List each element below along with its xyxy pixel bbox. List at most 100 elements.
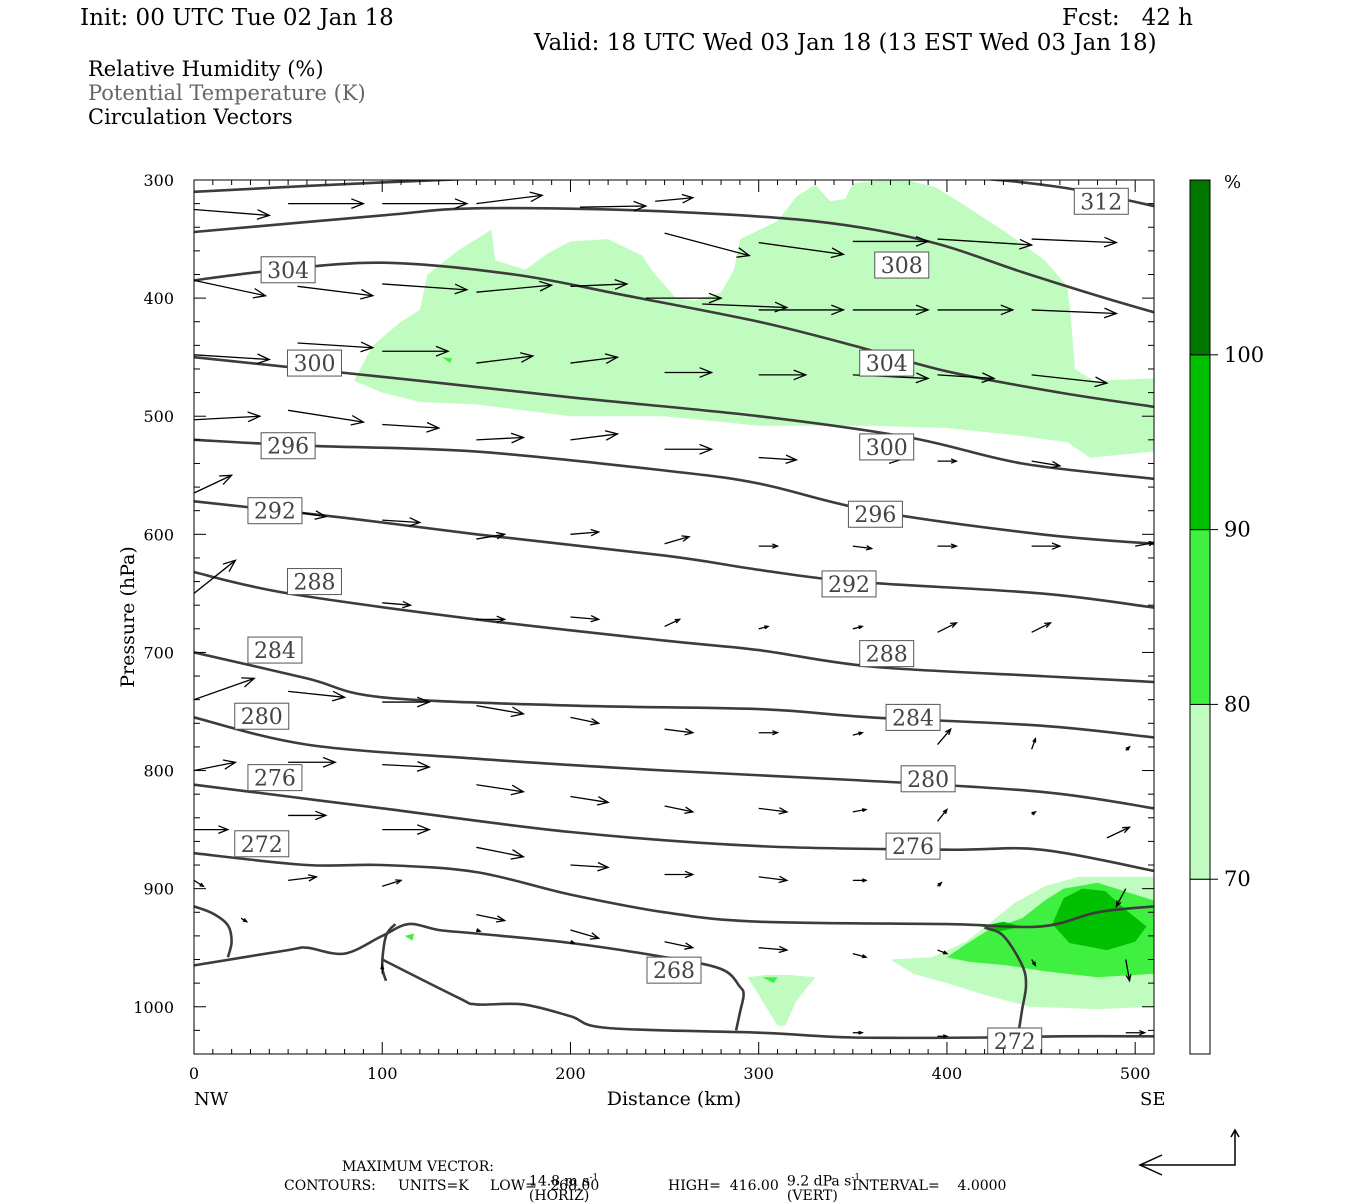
- circulation-vector: [194, 353, 272, 365]
- vector-shaft: [664, 536, 690, 545]
- contour-units: UNITS=K: [398, 1178, 469, 1194]
- vector-head: [778, 945, 789, 954]
- x-tick-label: 100: [367, 1064, 398, 1083]
- circulation-vector: [476, 704, 526, 718]
- contour-label-280: 280: [234, 702, 290, 730]
- contour-label-text: 272: [994, 1030, 1036, 1055]
- contour-label-box: [885, 832, 941, 860]
- vector-shaft: [664, 941, 693, 949]
- circulation-vector: [758, 241, 846, 259]
- vector-shaft: [702, 303, 787, 309]
- vector-shaft: [758, 241, 844, 256]
- vector-head: [360, 288, 375, 300]
- y-tick-label: 400: [143, 289, 174, 308]
- vector-shaft: [194, 474, 232, 494]
- vector-shaft: [664, 728, 693, 734]
- vector-shaft: [476, 784, 524, 793]
- x-tick-label: 0: [189, 1064, 199, 1083]
- vector-shaft: [852, 952, 867, 958]
- contour-label-296: 296: [260, 432, 316, 460]
- contour-label-text: 312: [1080, 190, 1122, 215]
- circulation-vector: [579, 200, 648, 212]
- vector-head: [218, 825, 230, 835]
- colorbar-segment: [1189, 529, 1211, 705]
- contour-label-292: 292: [247, 497, 303, 525]
- circulation-vector: [1031, 307, 1119, 319]
- field-theta: Potential Temperature (K): [88, 81, 366, 105]
- vector-shaft: [1031, 309, 1117, 315]
- circulation-vector: [288, 198, 366, 210]
- horiz-unit: (HORIZ): [528, 1187, 590, 1204]
- colorbar-segment: [1189, 703, 1211, 880]
- contour-label-280: 280: [900, 765, 956, 793]
- vector-head: [402, 600, 413, 609]
- vector-shaft: [476, 533, 505, 540]
- vector-shaft: [570, 795, 609, 804]
- vector-head: [476, 928, 482, 933]
- contour-label-text: 292: [254, 500, 296, 525]
- vector-shaft: [288, 876, 317, 882]
- vector-shaft: [1031, 460, 1060, 467]
- contour-label-text: 304: [866, 352, 908, 377]
- vector-head: [681, 193, 695, 204]
- colorbar-level-label: 70: [1224, 867, 1251, 891]
- vector-head: [597, 861, 610, 872]
- circulation-vector: [852, 1030, 864, 1035]
- circulation-vector: [288, 810, 328, 821]
- vector-head: [590, 717, 601, 726]
- contour-label-box: [646, 956, 702, 984]
- vector-shaft: [570, 531, 599, 535]
- vector-head: [1019, 238, 1034, 250]
- forecast-hour: Fcst: 42 h: [1062, 5, 1193, 31]
- vector-head: [950, 543, 959, 549]
- vector-shaft: [476, 284, 552, 293]
- vector-shaft: [655, 197, 693, 202]
- vector-head: [633, 200, 648, 212]
- circulation-vector: [852, 304, 930, 316]
- circulation-vector: [1031, 236, 1119, 248]
- x-tick-label: 400: [932, 1064, 963, 1083]
- vector-shaft: [664, 805, 693, 813]
- circulation-vector: [476, 784, 526, 796]
- horiz-exponent: -1: [589, 1173, 599, 1183]
- vector-head: [307, 874, 319, 882]
- vector-shaft: [194, 415, 260, 421]
- circulation-vector: [570, 716, 601, 726]
- circulation-vector: [194, 759, 238, 772]
- vector-head: [942, 1034, 949, 1039]
- vector-head: [1094, 376, 1109, 388]
- vector-shaft: [288, 409, 364, 423]
- vector-head: [858, 731, 864, 736]
- circulation-vector: [937, 372, 996, 384]
- contour-label-text: 300: [866, 436, 908, 461]
- circulation-vector: [570, 861, 610, 872]
- contour-label-288: 288: [859, 640, 915, 668]
- field-rh: Relative Humidity (%): [88, 57, 324, 81]
- vector-shaft: [1031, 622, 1051, 633]
- vector-shaft: [758, 876, 788, 882]
- rh-fill-layer: [354, 180, 1154, 1026]
- contour-label-box: [874, 251, 930, 279]
- circulation-vector: [476, 191, 544, 205]
- vector-head: [772, 543, 780, 549]
- circulation-vector: [382, 696, 432, 708]
- vector-head: [778, 807, 789, 815]
- vector-head: [590, 615, 601, 623]
- y-tick-label: 500: [143, 407, 174, 426]
- circulation-vector: [570, 430, 620, 441]
- vector-head: [529, 191, 544, 203]
- vector-head: [950, 622, 958, 629]
- circulation-vector: [664, 443, 714, 455]
- circulation-vector: [476, 280, 554, 293]
- vector-shaft: [476, 194, 543, 205]
- colorbar-segment: [1189, 179, 1211, 356]
- contour-label-box: [859, 640, 915, 668]
- vector-head: [674, 618, 682, 624]
- contour-label-284: 284: [885, 703, 941, 731]
- circulation-vector: [570, 528, 601, 537]
- vector-shaft: [382, 763, 430, 768]
- vector-head: [331, 690, 347, 702]
- circulation-vector: [852, 625, 864, 630]
- vector-head: [736, 247, 751, 258]
- vector-shaft: [664, 232, 750, 257]
